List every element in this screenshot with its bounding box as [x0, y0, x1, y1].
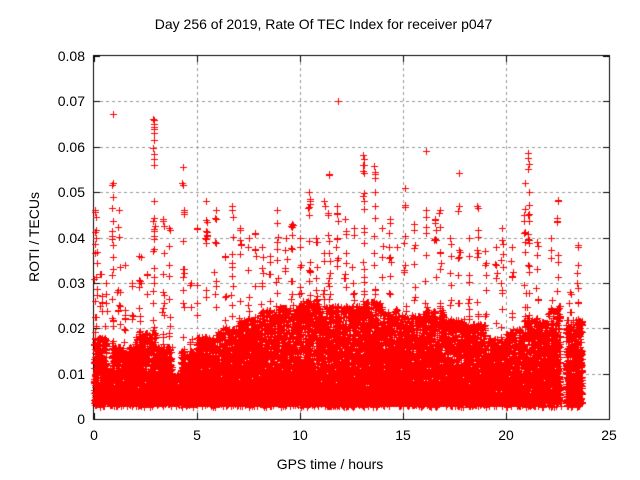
y-tick-label: 0.07 — [57, 93, 85, 110]
y-tick-label: 0 — [77, 411, 85, 427]
y-tick-label: 0.02 — [57, 320, 85, 337]
x-tick-label: 5 — [193, 427, 201, 443]
x-tick-label: 0 — [90, 427, 98, 443]
x-tick-label: 10 — [292, 427, 308, 443]
chart-title: Day 256 of 2019, Rate Of TEC Index for r… — [154, 16, 493, 32]
y-tick-label: 0.01 — [57, 365, 85, 382]
y-tick-label: 0.06 — [57, 138, 85, 155]
y-tick-label: 0.03 — [57, 274, 85, 291]
y-tick-label: 0.05 — [57, 184, 85, 201]
x-tick-label: 20 — [498, 427, 514, 443]
y-tick-label: 0.04 — [57, 229, 85, 246]
x-tick-label: 15 — [395, 427, 411, 443]
x-tick-label: 25 — [601, 427, 617, 443]
y-tick-label: 0.08 — [57, 48, 85, 64]
x-axis-label: GPS time / hours — [276, 456, 384, 472]
